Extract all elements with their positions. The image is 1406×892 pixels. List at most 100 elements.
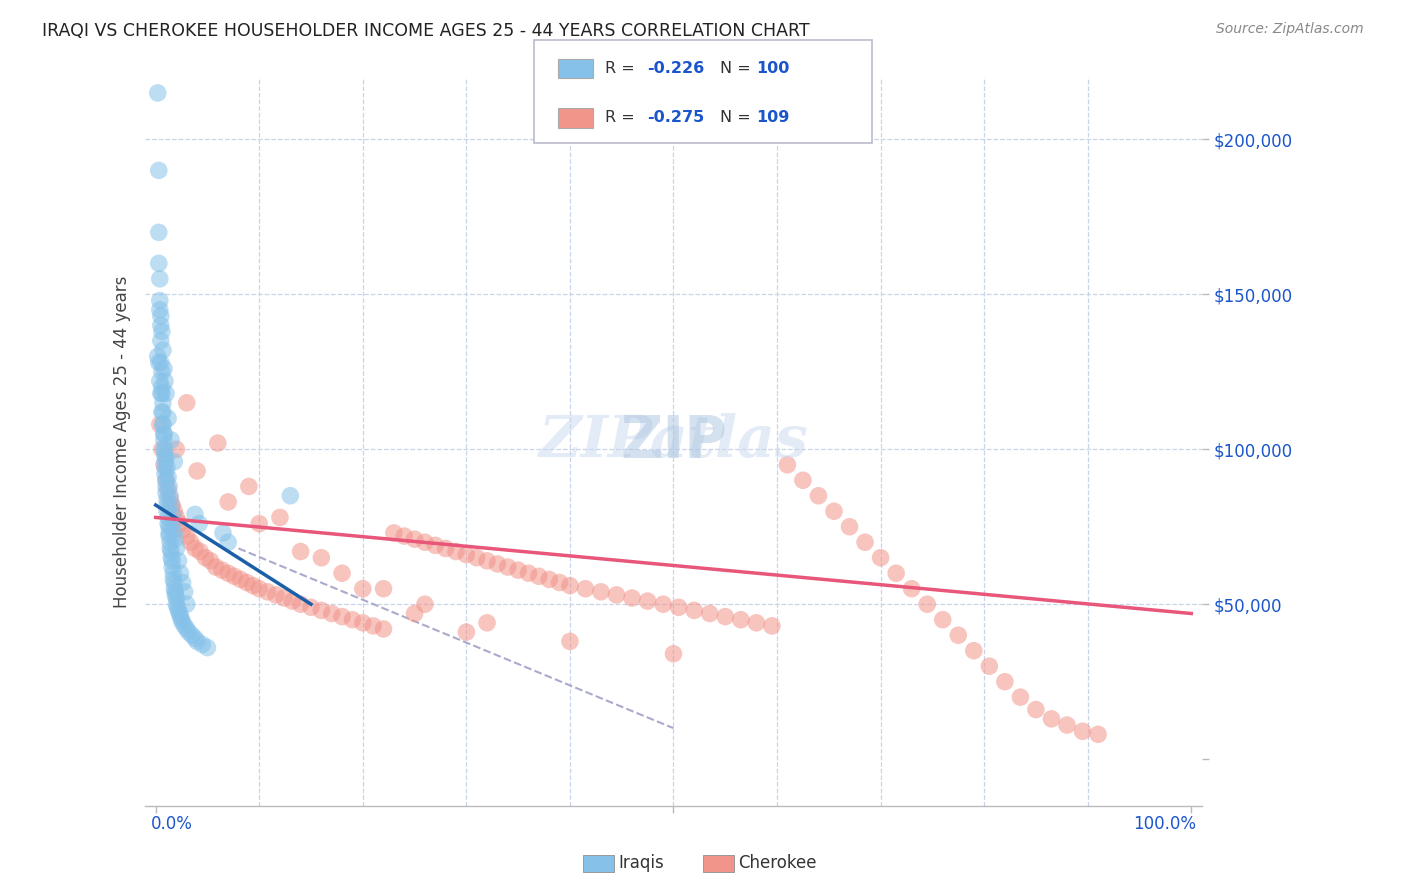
Point [311,550,333,565]
Point [162,508,184,522]
Point [264,588,287,602]
Point [382,525,405,540]
Point [413,597,436,611]
Point [153,426,176,441]
Point [1056,718,1078,732]
Point [247,516,270,531]
Point [456,548,478,562]
Point [299,600,322,615]
Point [148,355,170,369]
Point [176,622,198,636]
Point [148,256,170,270]
Point [425,538,447,552]
Point [153,458,176,472]
Point [162,560,184,574]
Point [153,467,176,481]
Point [352,582,374,596]
Point [153,374,176,388]
Point [486,557,509,571]
Point [932,613,955,627]
Point [900,582,922,596]
Point [699,607,721,621]
Point [236,575,259,590]
Point [191,638,214,652]
Point [197,640,219,655]
Point [204,560,226,574]
Text: Cherokee: Cherokee [738,855,817,872]
Point [156,461,179,475]
Point [165,584,187,599]
Point [153,426,176,441]
Text: -0.275: -0.275 [647,111,704,125]
Point [194,550,217,565]
Point [683,603,706,617]
Point [184,508,207,522]
Point [155,473,177,487]
Point [150,405,173,419]
Point [165,591,187,605]
Point [149,302,172,317]
Point [211,563,233,577]
Point [162,566,184,581]
Point [475,554,498,568]
Point [165,442,187,457]
Point [165,597,187,611]
Point [589,584,612,599]
Point [172,575,194,590]
Point [548,575,571,590]
Point [177,625,200,640]
Point [169,516,191,531]
Text: Source: ZipAtlas.com: Source: ZipAtlas.com [1216,22,1364,37]
Point [1087,727,1109,741]
Point [157,525,180,540]
Point [456,625,478,640]
Point [247,582,270,596]
Point [163,525,186,540]
Point [373,582,395,596]
Point [159,491,181,506]
Point [180,535,202,549]
Point [994,674,1017,689]
Point [869,550,891,565]
Point [149,334,172,348]
Point [149,417,172,432]
Point [321,607,343,621]
Point [200,554,222,568]
Point [392,529,415,543]
Point [163,575,186,590]
Point [150,386,173,401]
Point [169,607,191,621]
Point [212,525,235,540]
Point [146,349,169,363]
Point [165,532,187,546]
Point [173,584,195,599]
Point [155,473,177,487]
Point [159,535,181,549]
Point [156,498,179,512]
Point [508,563,530,577]
Point [662,647,685,661]
Point [157,510,180,524]
Point [155,485,177,500]
Point [290,544,312,558]
Point [170,613,193,627]
Point [574,582,596,596]
Point [149,374,172,388]
Point [157,529,180,543]
Point [157,483,180,497]
Point [792,473,814,487]
Point [188,544,211,558]
Point [150,325,173,339]
Point [156,504,179,518]
Point [165,541,187,556]
Text: ZIPatlas: ZIPatlas [538,413,808,470]
Point [475,615,498,630]
Text: -0.226: -0.226 [647,62,704,76]
Point [373,622,395,636]
Point [149,293,172,308]
Point [152,417,174,432]
Point [150,365,173,379]
Point [186,634,208,648]
Point [761,619,783,633]
Text: 109: 109 [756,111,790,125]
